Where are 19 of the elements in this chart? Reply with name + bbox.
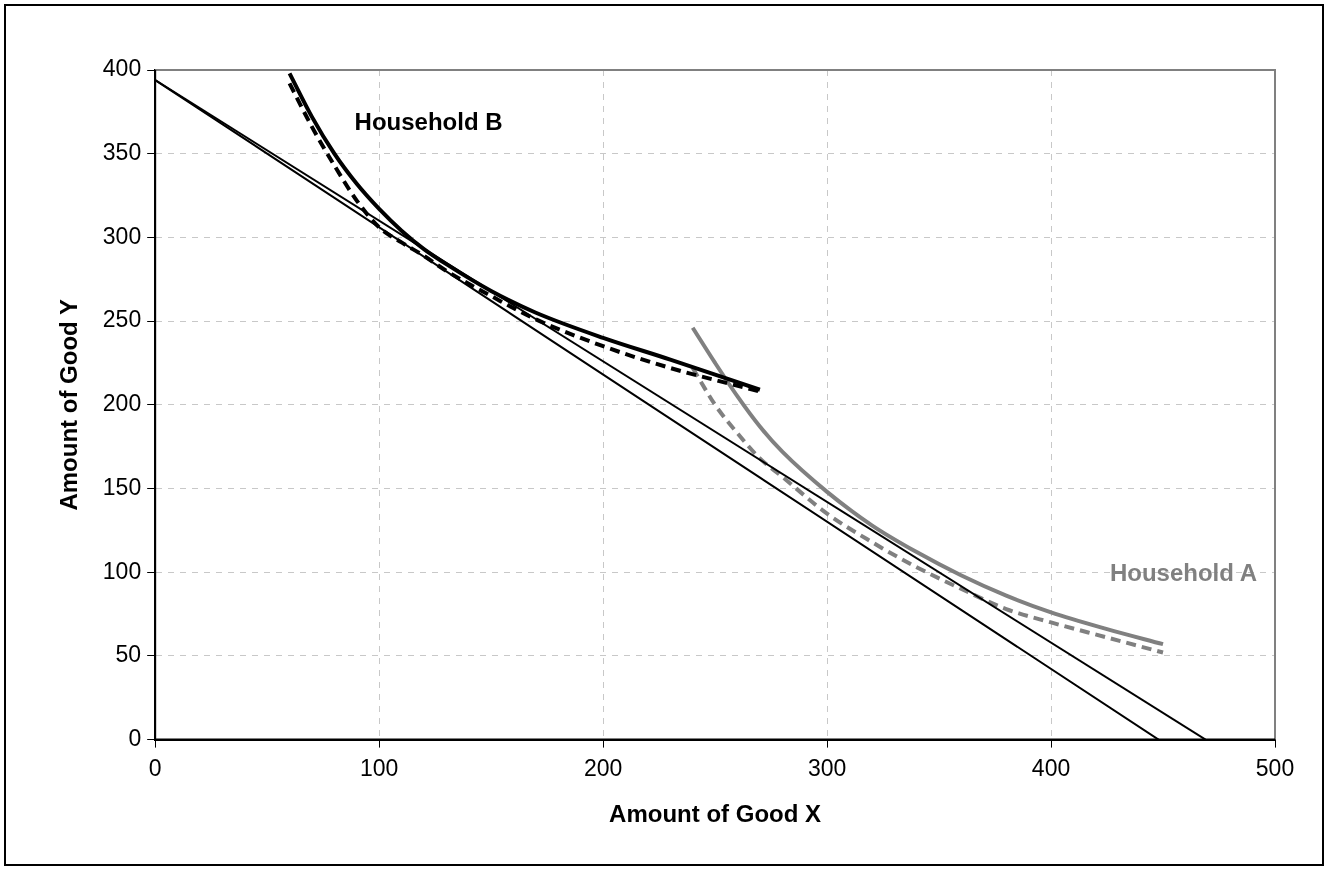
x-tick-label: 100	[359, 754, 399, 781]
series-label: Household B	[354, 107, 503, 135]
x-tick-label: 0	[148, 754, 162, 781]
x-tick-label: 400	[1031, 754, 1071, 781]
y-tick-label: 200	[102, 390, 142, 417]
y-tick-label: 50	[115, 641, 142, 668]
x-tick-label: 500	[1255, 754, 1295, 781]
y-tick-label: 300	[102, 222, 142, 249]
series-label: Household A	[1109, 558, 1257, 586]
y-tick-label: 400	[102, 55, 142, 82]
y-tick-label: 250	[102, 306, 142, 333]
x-tick-label: 200	[583, 754, 623, 781]
y-tick-label: 350	[102, 139, 142, 166]
y-axis-title: Amount of Good Y	[55, 299, 83, 511]
y-tick-label: 100	[102, 557, 142, 584]
y-tick-label: 0	[128, 724, 142, 751]
y-tick-label: 150	[102, 473, 142, 500]
x-axis-title: Amount of Good X	[609, 800, 822, 828]
x-tick-label: 300	[807, 754, 847, 781]
